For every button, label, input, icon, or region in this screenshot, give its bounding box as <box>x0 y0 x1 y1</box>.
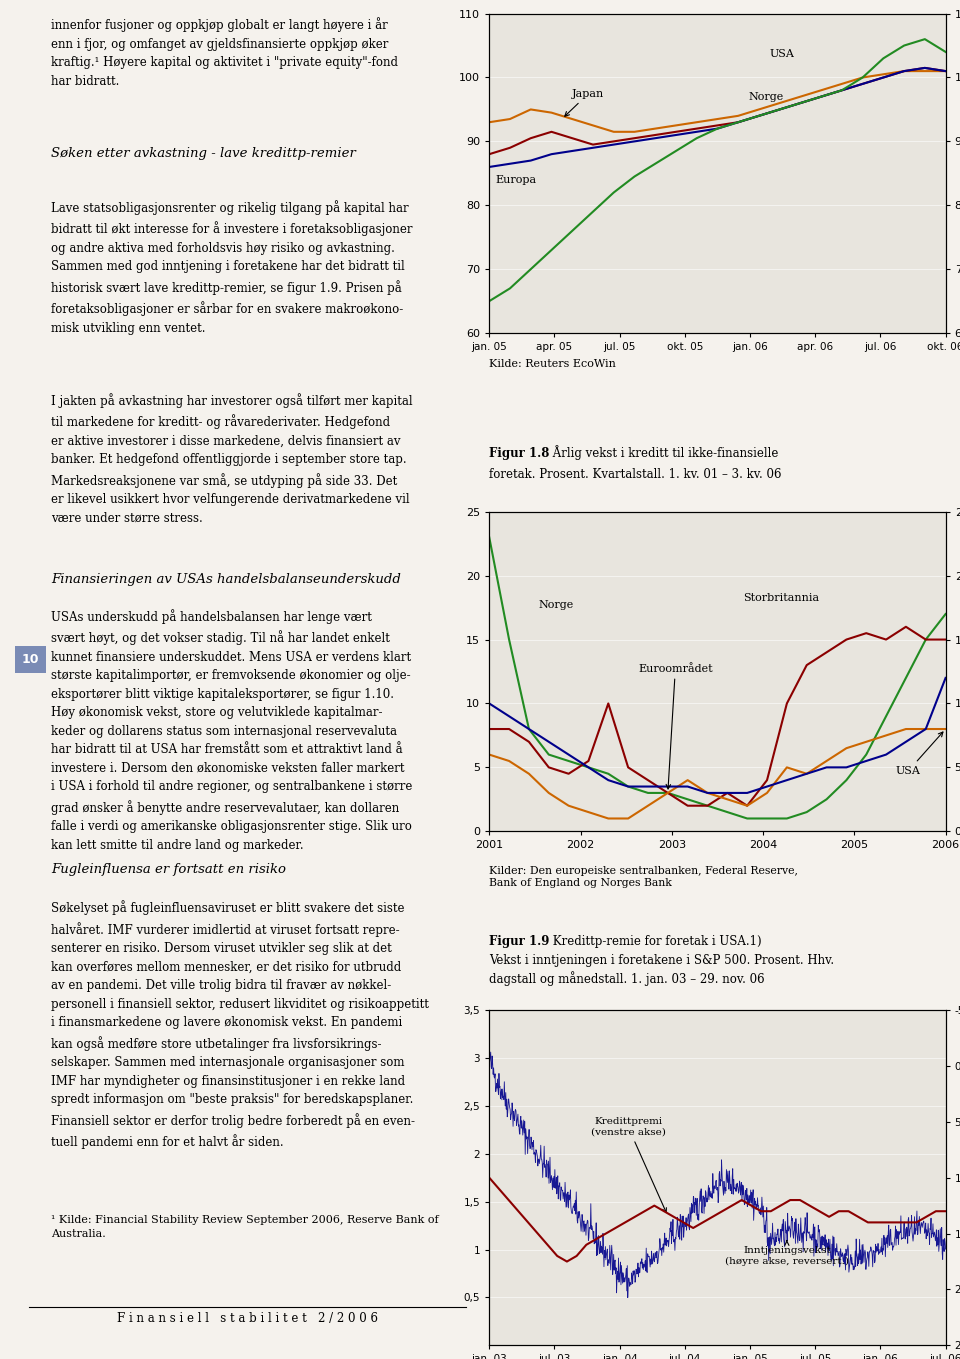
Text: Norge: Norge <box>539 599 574 610</box>
Text: Inntjeningsvekst
(høyre akse, reversert.): Inntjeningsvekst (høyre akse, reversert.… <box>725 1241 849 1267</box>
Text: Kredittpremi
(venstre akse): Kredittpremi (venstre akse) <box>590 1117 666 1212</box>
Text: USA: USA <box>896 733 943 776</box>
Text: USAs underskudd på handelsbalansen har lenge vært
svært høyt, og det vokser stad: USAs underskudd på handelsbalansen har l… <box>51 609 413 852</box>
Text: Årlig vekst i kreditt til ikke-finansielle: Årlig vekst i kreditt til ikke-finansiel… <box>549 446 779 461</box>
Text: Lave statsobligasjonsrenter og rikelig tilgang på kapital har
bidratt til økt in: Lave statsobligasjonsrenter og rikelig t… <box>51 200 413 334</box>
Text: Europa: Europa <box>495 175 537 185</box>
Text: Finansieringen av USAs handelsbalanseunderskudd: Finansieringen av USAs handelsbalanseund… <box>51 573 401 586</box>
Text: Kilde: Reuters EcoWin: Kilde: Reuters EcoWin <box>490 359 616 370</box>
Text: Kredittp­remie for foretak i USA.1): Kredittp­remie for foretak i USA.1) <box>549 935 761 947</box>
Text: Euroområdet: Euroområdet <box>638 663 712 790</box>
Text: Vekst i inntjeningen i foretakene i S&P 500. Prosent. Hhv.: Vekst i inntjeningen i foretakene i S&P … <box>490 954 834 966</box>
Text: dagstall og månedstall. 1. jan. 03 – 29. nov. 06: dagstall og månedstall. 1. jan. 03 – 29.… <box>490 970 765 985</box>
Text: Søkelyset på fugleinfluensaviruset er blitt svakere det siste
halvåret. IMF vurd: Søkelyset på fugleinfluensaviruset er bl… <box>51 901 429 1150</box>
Text: innenfor fusjoner og oppkjøp globalt er langt høyere i år
enn i fjor, og omfange: innenfor fusjoner og oppkjøp globalt er … <box>51 18 398 88</box>
Text: Storbritannia: Storbritannia <box>743 594 819 603</box>
Text: Søken etter avkastning - lave kredittp­remier: Søken etter avkastning - lave kredittp­r… <box>51 147 356 160</box>
Text: Kilder: Den europeiske sentralbanken, Federal Reserve,
Bank of England og Norges: Kilder: Den europeiske sentralbanken, Fe… <box>490 866 799 887</box>
Text: Figur 1.8: Figur 1.8 <box>490 447 550 461</box>
Text: 10: 10 <box>21 654 39 666</box>
Text: Norge: Norge <box>749 92 783 102</box>
Text: I jakten på avkastning har investorer også tilført mer kapital
til markedene for: I jakten på avkastning har investorer og… <box>51 393 413 525</box>
Text: Japan: Japan <box>564 88 605 117</box>
Text: USA: USA <box>769 49 794 58</box>
Text: Fugleinfluensa er fortsatt en risiko: Fugleinfluensa er fortsatt en risiko <box>51 863 286 877</box>
Text: ¹ Kilde: Financial Stability Review September 2006, Reserve Bank of
Australia.: ¹ Kilde: Financial Stability Review Sept… <box>51 1215 439 1239</box>
Text: Figur 1.9: Figur 1.9 <box>490 935 550 947</box>
Text: foretak. Prosent. Kvartalstall. 1. kv. 01 – 3. kv. 06: foretak. Prosent. Kvartalstall. 1. kv. 0… <box>490 467 781 481</box>
Text: F i n a n s i e l l   s t a b i l i t e t   2 / 2 0 0 6: F i n a n s i e l l s t a b i l i t e t … <box>117 1313 378 1325</box>
